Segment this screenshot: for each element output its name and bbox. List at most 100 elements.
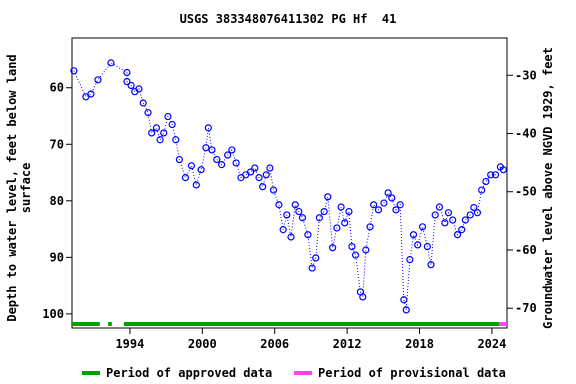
y-tick-label: 90 — [50, 250, 64, 264]
data-point — [168, 120, 176, 129]
data-point — [491, 171, 500, 179]
data-point — [279, 226, 287, 234]
data-point — [423, 242, 431, 251]
data-point — [374, 206, 383, 214]
chart-title: USGS 383348076411302 PG Hf 41 — [180, 12, 397, 26]
data-point — [246, 168, 255, 176]
data-point — [499, 166, 507, 174]
data-point — [181, 174, 190, 182]
data-point — [139, 99, 147, 107]
data-point — [218, 161, 226, 169]
data-point — [298, 214, 307, 222]
data-point — [87, 90, 95, 98]
y2-tick-label: -60 — [515, 243, 537, 257]
data-point — [409, 231, 418, 239]
data-point — [418, 223, 427, 231]
data-point — [262, 171, 270, 179]
data-point — [192, 181, 200, 189]
data-point — [431, 211, 439, 219]
data-point — [333, 224, 341, 232]
data-point — [400, 296, 408, 304]
period-bar — [123, 322, 500, 326]
data-point — [308, 264, 316, 272]
data-point — [187, 162, 196, 170]
x-tick-label: 2018 — [405, 337, 434, 351]
data-point — [388, 194, 396, 202]
y-tick-label: 70 — [50, 137, 64, 151]
data-point — [228, 146, 236, 154]
y2-tick-label: -70 — [515, 301, 537, 315]
data-point — [164, 112, 172, 121]
data-point — [345, 207, 353, 216]
data-point — [362, 246, 370, 254]
y-tick-label: 60 — [50, 81, 64, 95]
data-point — [291, 201, 299, 209]
data-point — [366, 223, 374, 231]
y-axis-label: surface — [19, 163, 33, 214]
y2-axis-label: Groundwater level above NGVD 1929, feet — [541, 47, 555, 329]
data-point — [461, 216, 469, 224]
data-point — [197, 166, 205, 174]
data-point — [359, 293, 367, 301]
data-point — [107, 59, 115, 67]
data-point — [444, 209, 453, 217]
data-point — [175, 155, 183, 164]
period-bar — [108, 322, 112, 326]
data-point — [287, 233, 295, 241]
plot-frame — [71, 37, 508, 329]
period-bar — [72, 322, 100, 326]
data-point — [396, 201, 404, 209]
data-point — [269, 186, 278, 194]
data-point — [135, 85, 143, 93]
data-point — [320, 207, 328, 216]
data-point — [324, 193, 332, 201]
legend-label: Period of approved data — [106, 366, 272, 380]
x-tick-label: 2012 — [333, 337, 362, 351]
data-point — [351, 251, 360, 259]
y2-tick-label: -30 — [515, 68, 537, 82]
data-point — [204, 124, 212, 132]
data-point — [435, 203, 444, 211]
data-point — [458, 226, 466, 234]
y2-tick-label: -40 — [515, 127, 537, 141]
x-tick-label: 2006 — [260, 337, 289, 351]
data-point — [329, 244, 337, 252]
data-point — [148, 129, 156, 137]
data-point — [406, 255, 414, 264]
x-tick-label: 1994 — [115, 337, 144, 351]
data-point — [487, 171, 495, 179]
data-point — [341, 219, 349, 227]
data-point — [348, 242, 356, 251]
data-point — [202, 144, 210, 152]
data-point — [449, 216, 457, 224]
y2-tick-label: -50 — [515, 185, 537, 199]
data-point — [315, 214, 323, 222]
data-point — [441, 219, 449, 227]
data-point — [232, 159, 240, 167]
data-point — [224, 151, 232, 159]
data-point — [453, 231, 462, 239]
data-point — [156, 136, 164, 144]
x-tick-label: 2000 — [188, 337, 217, 351]
data-point — [295, 207, 303, 216]
data-point — [427, 261, 435, 269]
data-point — [160, 129, 168, 137]
data-point — [255, 174, 263, 182]
data-point — [275, 201, 283, 209]
data-point — [402, 306, 410, 314]
data-point — [466, 211, 474, 219]
data-point — [94, 76, 102, 84]
data-point — [392, 206, 400, 214]
data-point — [259, 183, 267, 191]
data-point — [283, 211, 291, 219]
data-point — [70, 67, 78, 75]
data-point — [414, 241, 422, 249]
data-point — [478, 186, 486, 194]
data-point — [251, 164, 259, 172]
data-point — [304, 231, 312, 239]
y-axis-label: Depth to water level, feet below land — [5, 54, 19, 321]
x-tick-label: 2024 — [477, 337, 506, 351]
data-point — [213, 155, 221, 164]
data-point — [123, 68, 131, 77]
